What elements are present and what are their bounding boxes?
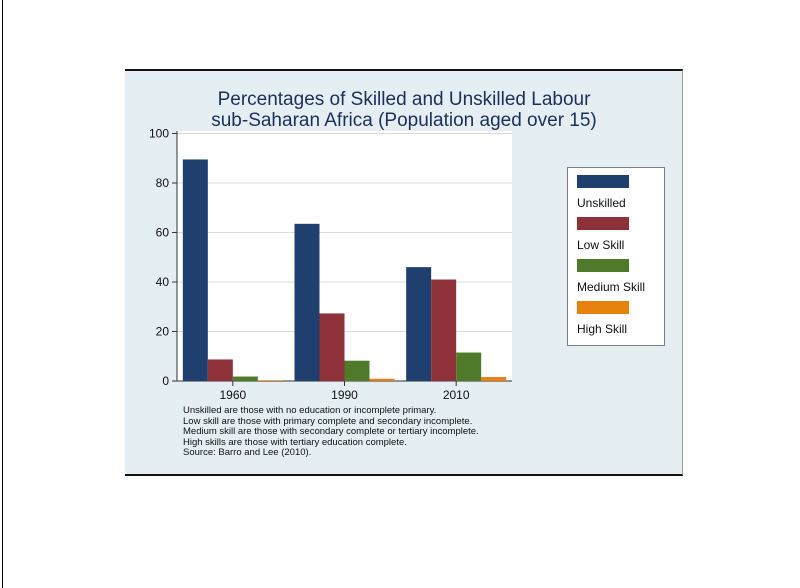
footnote-line: Medium skill are those with secondary co… [183,426,479,438]
footnote-line: Low skill are those with primary complet… [183,415,473,427]
legend-label: Medium Skill [577,280,646,294]
bar-high-skill [481,377,507,381]
legend-swatch [577,175,629,188]
x-tick-label: 1990 [331,388,358,402]
page-left-border [2,0,3,588]
bar-high-skill [369,378,395,381]
footnote-line: High skills are those with tertiary educ… [183,436,407,448]
legend-swatch [577,259,629,272]
legend-label: Unskilled [577,196,626,210]
y-tick-label: 20 [156,324,170,338]
y-tick-label: 60 [156,225,170,239]
bar-unskilled [182,159,208,381]
bar-medium-skill [456,352,482,381]
legend-swatch [577,301,629,314]
y-tick-label: 40 [156,275,170,289]
footnote: Unskilled are those with no education or… [183,405,479,459]
footnote-source: Source: Barro and Lee (2010). [183,447,312,459]
x-tick-label: 1960 [219,388,246,402]
legend-swatch [577,217,629,230]
y-tick-label: 100 [149,126,169,140]
footnote-line: Unskilled are those with no education or… [183,405,437,416]
bar-unskilled [294,223,320,381]
bar-unskilled [406,267,432,381]
bar-low-skill [431,279,457,381]
bar-medium-skill [344,360,370,381]
y-tick-label: 80 [156,176,170,190]
legend-label: High Skill [577,322,628,336]
legend: Unskilled Low Skill Medium Skill High Skill [567,167,665,346]
bar-chart: 0 20 40 60 80 100 1960 1990 2010 [149,126,512,402]
y-tick-label: 0 [162,374,169,388]
bar-high-skill [257,380,283,381]
chart-title: Percentages of Skilled and Unskilled Lab… [217,89,591,110]
chart-subtitle: sub-Saharan Africa (Population aged over… [211,110,597,131]
bar-medium-skill [232,376,258,381]
chart-frame: Percentages of Skilled and Unskilled Lab… [125,69,683,476]
legend-label: Low Skill [577,238,625,252]
bar-low-skill [319,313,345,381]
x-tick-label: 2010 [443,388,470,402]
bar-low-skill [207,359,233,381]
